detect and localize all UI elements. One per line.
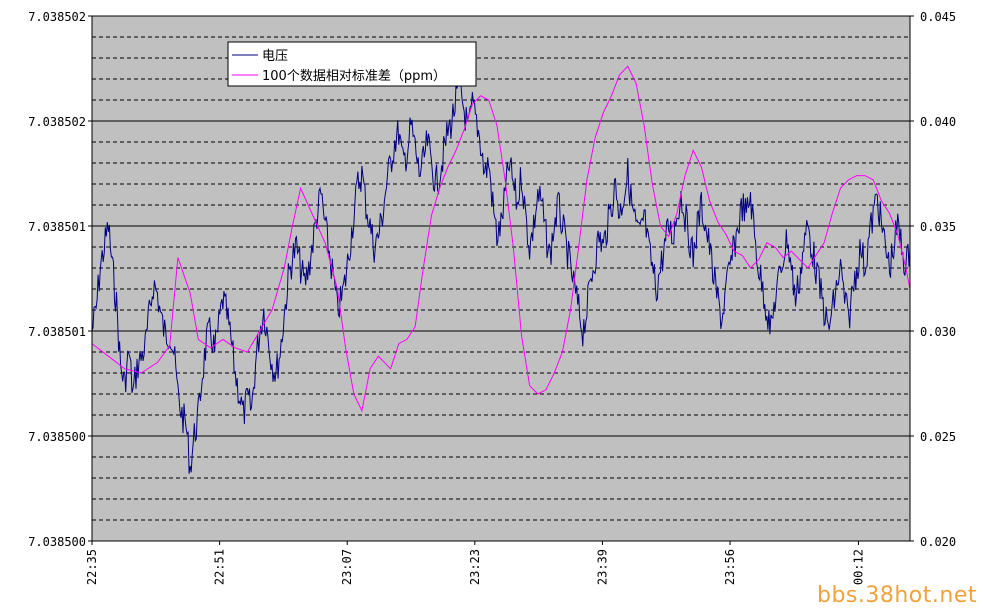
right-tick-label: 0.045 — [920, 10, 956, 24]
plot-area — [92, 16, 910, 541]
x-axis-ticks: 22:35 22:51 23:07 23:23 23:39 23:56 00:12 — [85, 541, 865, 585]
x-tick-label: 22:35 — [85, 549, 99, 585]
left-tick-label: 7.038501 — [28, 220, 86, 234]
left-tick-label: 7.038502 — [28, 115, 86, 129]
x-tick-label: 23:56 — [723, 549, 737, 585]
x-tick-label: 23:23 — [468, 549, 482, 585]
legend-box — [227, 41, 477, 87]
right-tick-label: 0.020 — [920, 535, 956, 549]
rsd-series-line — [91, 65, 911, 413]
legend-entry-label: 电压 — [262, 49, 288, 64]
voltage-series-line — [91, 74, 911, 474]
left-tick-label: 7.038502 — [28, 10, 86, 24]
right-axis-ticks: 0.045 0.040 0.035 0.030 0.025 0.020 — [910, 10, 956, 549]
x-tick-label: 22:51 — [213, 549, 227, 585]
right-tick-label: 0.035 — [920, 220, 956, 234]
plot-border — [91, 15, 911, 542]
left-tick-label: 7.038501 — [28, 325, 86, 339]
left-axis-ticks: 7.038502 7.038502 7.038501 7.038501 7.038500… — [28, 10, 92, 549]
x-tick-label: 00:12 — [851, 549, 865, 585]
legend: 电压 100个数据相对标准差（ppm） — [227, 41, 477, 87]
x-tick-label: 23:39 — [595, 549, 609, 585]
right-tick-label: 0.030 — [920, 325, 956, 339]
x-tick-label: 23:07 — [340, 549, 354, 585]
right-tick-label: 0.040 — [920, 115, 956, 129]
right-tick-label: 0.025 — [920, 430, 956, 444]
legend-entry-label: 100个数据相对标准差（ppm） — [262, 69, 446, 84]
series-layer — [91, 65, 911, 474]
left-tick-label: 7.038500 — [28, 430, 86, 444]
left-tick-label: 7.038500 — [28, 535, 86, 549]
watermark: bbs.38hot.net — [816, 583, 977, 608]
